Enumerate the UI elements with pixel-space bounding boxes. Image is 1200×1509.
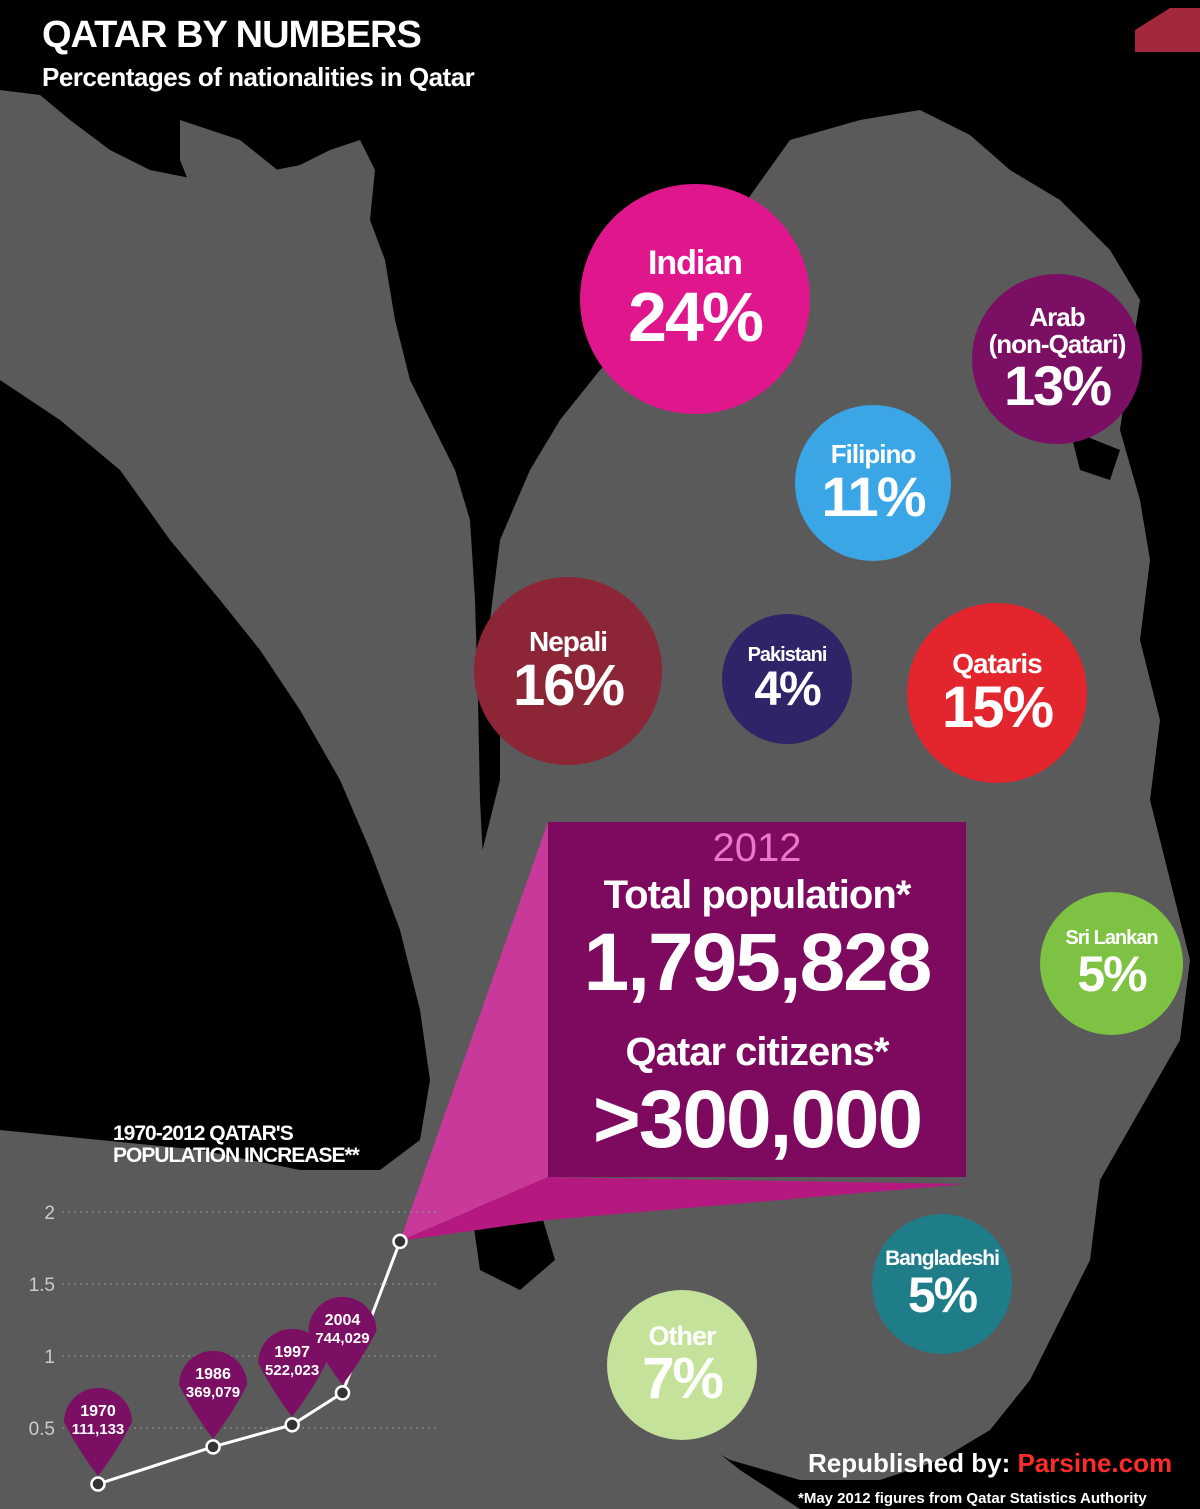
bubble-label: Pakistani (747, 643, 828, 666)
bubble-percent: 5% (1077, 946, 1147, 1002)
credit-prefix: Republished by: (808, 1448, 1018, 1478)
citizens-value: >300,000 (592, 1074, 923, 1165)
bubble-percent: 13% (1003, 354, 1112, 418)
data-label-value: 744,029 (315, 1330, 369, 1347)
bubble-bangladeshi: Bangladeshi 5% (872, 1214, 1012, 1354)
citizens-label: Qatar citizens* (625, 1030, 890, 1074)
bubble-label: Other (648, 1320, 716, 1351)
bubble-label: Nepali (528, 626, 608, 658)
bubble-arab: Arab (non-Qatari) 13% (972, 274, 1142, 444)
bubble-label: Arab (non-Qatari) (988, 301, 1127, 359)
data-label-value: 369,079 (186, 1384, 240, 1401)
chart-title-text: 1970-2012 QATAR'S POPULATION INCREASE** (113, 1122, 360, 1167)
page-title: QATAR BY NUMBERS (42, 14, 422, 56)
data-point (90, 1476, 106, 1492)
data-pin (258, 1328, 327, 1417)
bubble-indian: Indian 24% (580, 184, 810, 414)
bubble-label: Filipino (830, 439, 916, 470)
bubble-label: Bangladeshi (885, 1246, 1000, 1270)
bubble-label: Qataris (952, 648, 1042, 680)
bubble-percent: 11% (821, 464, 927, 528)
highlight-year: 2012 (712, 826, 802, 870)
data-point (334, 1385, 351, 1401)
bubble-percent: 5% (907, 1267, 978, 1324)
chart-title: 1970-2012 QATAR'S POPULATION INCREASE** (113, 1123, 413, 1167)
total-population-label: Total population* (603, 873, 912, 917)
data-pin (179, 1350, 248, 1439)
bubble-other: Other 7% (607, 1290, 757, 1440)
bubble-pakistani: Pakistani 4% (722, 614, 852, 744)
data-label-value: 522,023 (265, 1362, 319, 1379)
data-point (205, 1439, 221, 1455)
bubble-label: Indian (647, 244, 743, 283)
island-shape (180, 120, 330, 400)
bubble-qataris: Qataris 15% (907, 603, 1087, 783)
source-note: *May 2012 figures from Qatar Statistics … (798, 1490, 1147, 1507)
bubble-percent: 4% (754, 662, 821, 716)
data-label-year: 2004 (325, 1312, 361, 1329)
bubble-nepali: Nepali 16% (474, 577, 662, 765)
credit-brand: Parsine.com (1017, 1448, 1173, 1478)
gulf-shape (0, 380, 430, 1170)
bubble-percent: 15% (941, 674, 1054, 740)
bubble-sri-lankan: Sri Lankan 5% (1040, 892, 1183, 1035)
data-point (284, 1417, 300, 1433)
data-label-year: 1970 (80, 1403, 116, 1420)
credit-line: Republished by: Parsine.com (808, 1448, 1172, 1479)
data-pin (64, 1387, 132, 1476)
page-subtitle: Percentages of nationalities in Qatar (42, 62, 475, 92)
y-tick-label: 0.5 (29, 1419, 55, 1440)
y-tick-label: 1 (44, 1347, 55, 1368)
data-label-value: 111,133 (72, 1421, 125, 1438)
y-tick-label: 2 (44, 1203, 55, 1224)
bubble-filipino: Filipino 11% (795, 405, 951, 561)
highlight-box: 2012 Total population* 1,795,828 Qatar c… (548, 822, 966, 1177)
bubble-label: Sri Lankan (1065, 927, 1158, 949)
y-tick-label: 1.5 (29, 1275, 55, 1296)
data-label-year: 1997 (274, 1344, 310, 1361)
total-population-value: 1,795,828 (583, 917, 933, 1008)
data-point (392, 1233, 408, 1250)
bubble-percent: 16% (512, 652, 625, 718)
bubble-percent: 7% (642, 1346, 724, 1412)
data-label-year: 1986 (195, 1366, 231, 1383)
data-pin (308, 1296, 377, 1385)
bubble-percent: 24% (627, 277, 764, 356)
